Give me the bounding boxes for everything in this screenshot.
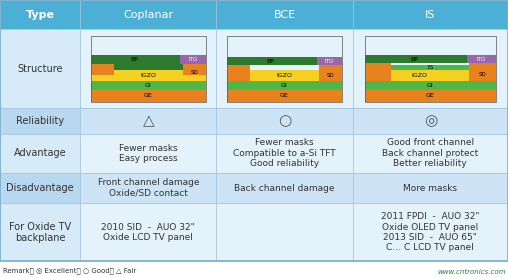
Text: GE: GE (280, 93, 289, 98)
Bar (365, 63, 391, 81)
Bar (365, 81, 496, 90)
Bar (365, 70, 496, 81)
Bar (91, 81, 206, 90)
Bar (0, 134, 80, 173)
Bar (353, 0, 508, 29)
Text: ITO: ITO (477, 57, 486, 62)
Bar (365, 36, 496, 102)
Bar (391, 65, 469, 70)
Bar (216, 203, 353, 261)
Bar (80, 134, 216, 173)
Text: GE: GE (426, 93, 435, 98)
Bar (365, 90, 496, 102)
Bar (91, 70, 206, 81)
Text: www.cntronics.com: www.cntronics.com (437, 269, 505, 275)
Text: Good front channel
Back channel protect
Better reliability: Good front channel Back channel protect … (382, 138, 479, 168)
Bar (0, 203, 80, 261)
Text: BP: BP (131, 57, 139, 62)
Text: IGZO: IGZO (412, 73, 428, 78)
Bar (216, 134, 353, 173)
Bar (216, 0, 353, 29)
Text: Fewer masks
Compatible to a-Si TFT
Good reliability: Fewer masks Compatible to a-Si TFT Good … (233, 138, 336, 168)
Text: ○: ○ (278, 113, 291, 128)
Bar (227, 36, 342, 102)
Bar (183, 64, 206, 75)
Bar (114, 64, 183, 70)
Bar (216, 173, 353, 203)
Text: SD: SD (326, 73, 334, 78)
Text: ITO: ITO (325, 59, 334, 64)
Bar (227, 70, 342, 81)
Bar (227, 65, 250, 81)
Text: For Oxide TV
backplane: For Oxide TV backplane (9, 222, 71, 243)
Text: Advantage: Advantage (14, 148, 67, 158)
Bar (319, 65, 342, 81)
Text: GE: GE (144, 93, 153, 98)
Text: More masks: More masks (403, 184, 457, 193)
Text: BP: BP (410, 57, 419, 62)
Bar (216, 108, 353, 134)
Text: GI: GI (281, 83, 288, 88)
Bar (227, 57, 342, 65)
Text: ES: ES (427, 65, 433, 70)
Bar (91, 90, 206, 102)
Text: Type: Type (25, 10, 55, 19)
Text: IS: IS (425, 10, 435, 19)
Bar (467, 55, 496, 63)
Text: Front channel damage
Oxide/SD contact: Front channel damage Oxide/SD contact (98, 178, 199, 198)
Text: 2010 SID  -  AUO 32"
Oxide LCD TV panel: 2010 SID - AUO 32" Oxide LCD TV panel (102, 223, 195, 242)
Bar (0, 108, 80, 134)
Text: △: △ (142, 113, 154, 128)
Bar (0, 29, 80, 108)
Bar (80, 203, 216, 261)
Bar (227, 81, 342, 90)
Bar (91, 55, 206, 64)
Bar (353, 29, 508, 108)
Text: Reliability: Reliability (16, 116, 64, 126)
Text: ◎: ◎ (424, 113, 437, 128)
Text: Disadvantage: Disadvantage (6, 183, 74, 193)
Bar (365, 55, 496, 63)
Bar (80, 108, 216, 134)
Text: SD: SD (190, 70, 198, 75)
Bar (216, 29, 353, 108)
Bar (353, 108, 508, 134)
Text: IGZO: IGZO (276, 73, 293, 78)
Bar (227, 90, 342, 102)
Bar (91, 64, 114, 75)
Bar (80, 173, 216, 203)
Bar (353, 173, 508, 203)
Text: Fewer masks
Easy process: Fewer masks Easy process (119, 144, 178, 163)
Text: Coplanar: Coplanar (123, 10, 173, 19)
Bar (80, 0, 216, 29)
Text: 2011 FPDI  -  AUO 32"
Oxide OLED TV panel
2013 SID  -  AUO 65"
C… C LCD TV panel: 2011 FPDI - AUO 32" Oxide OLED TV panel … (381, 212, 480, 252)
Text: IGZO: IGZO (140, 73, 156, 78)
Text: SD: SD (479, 72, 486, 77)
Text: ITO: ITO (188, 57, 198, 62)
Text: GI: GI (145, 83, 152, 88)
Bar (353, 134, 508, 173)
Bar (316, 57, 342, 65)
Text: GI: GI (427, 83, 434, 88)
Text: BCE: BCE (273, 10, 296, 19)
Text: BP: BP (267, 59, 275, 64)
Bar (91, 36, 206, 102)
Bar (353, 203, 508, 261)
Bar (0, 173, 80, 203)
Bar (469, 63, 496, 81)
Text: Remark： ◎ Excellent， ○ Good， △ Fair: Remark： ◎ Excellent， ○ Good， △ Fair (3, 267, 136, 274)
Bar (80, 29, 216, 108)
Bar (0, 0, 80, 29)
Text: Back channel damage: Back channel damage (234, 184, 335, 193)
Bar (180, 55, 206, 64)
Text: Structure: Structure (17, 64, 63, 74)
